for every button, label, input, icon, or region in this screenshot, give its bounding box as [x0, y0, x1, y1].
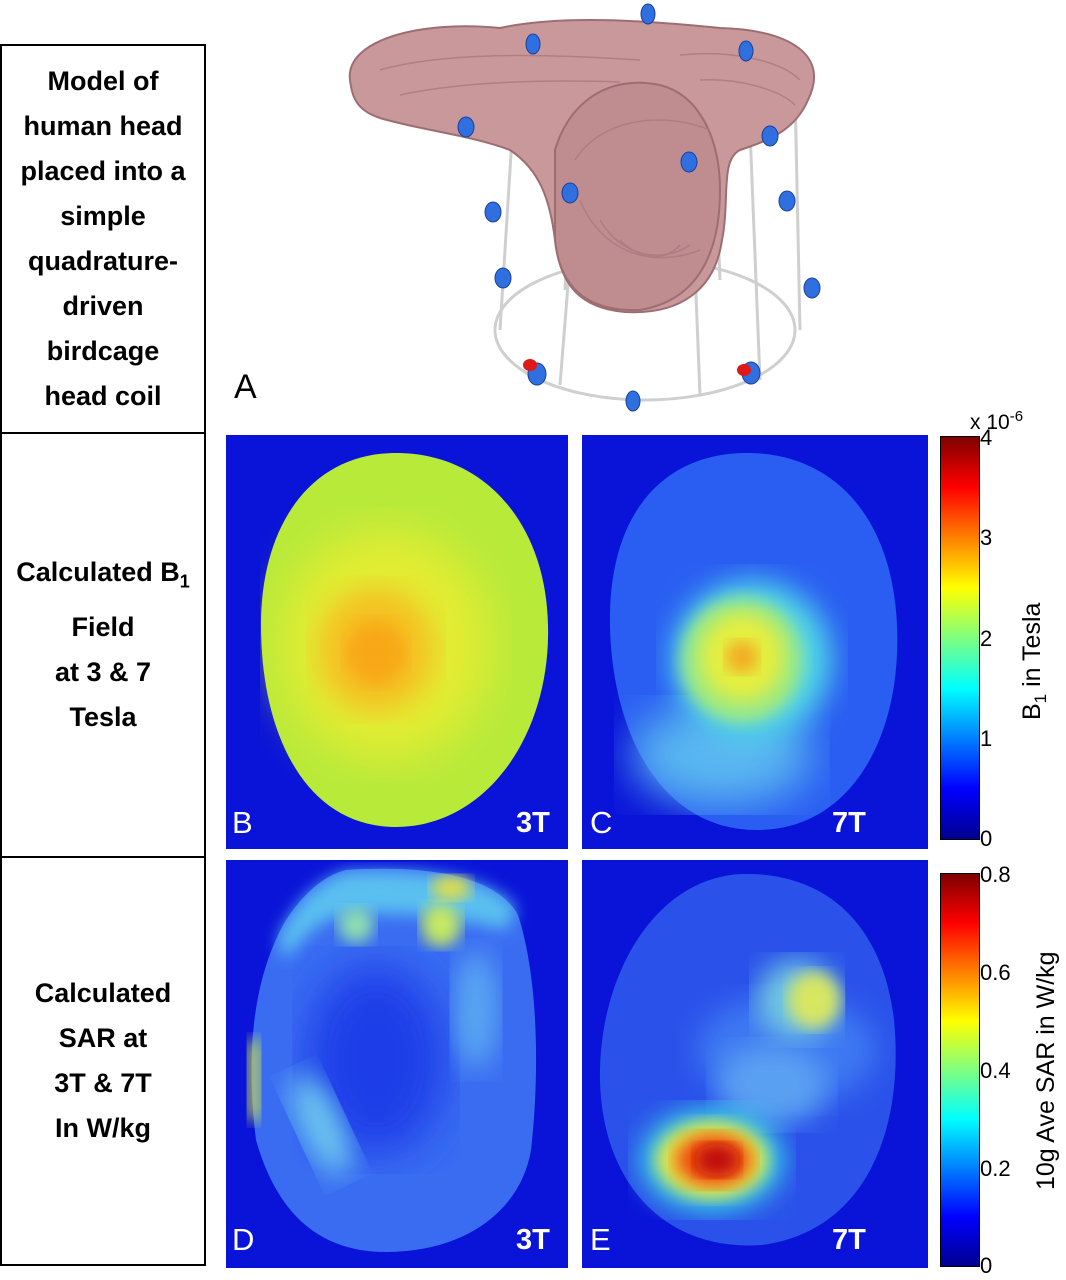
label-model-line: head coil	[44, 381, 162, 411]
label-model-line: birdcage	[46, 336, 160, 366]
colorbar-b1	[940, 436, 980, 840]
colorbar-b1-tick: 4	[980, 425, 993, 450]
colorbar-sar-tick: 0.8	[980, 862, 1011, 887]
label-model-line: driven	[62, 291, 144, 321]
label-b1-field: Calculated B1 Field at 3 & 7 Tesla	[0, 432, 206, 858]
label-model-line: human head	[23, 111, 183, 141]
label-b1-line: at 3 & 7	[54, 656, 152, 687]
exponent-base: x 10	[970, 411, 1010, 434]
field-strength-tag: 7T	[832, 1224, 866, 1256]
colorbar-sar-tick: 0.2	[980, 1156, 1011, 1181]
panel-b1-7t: C 7T	[582, 435, 928, 849]
label-model: Model of human head placed into a simple…	[0, 44, 206, 434]
label-b1-subscript: 1	[179, 571, 190, 592]
field-strength-tag: 7T	[832, 807, 866, 839]
b1-3t-map	[261, 453, 549, 827]
panel-sar-3t: D 3T	[226, 860, 568, 1268]
panel-letter-b: B	[232, 805, 253, 840]
label-b1-line: Field	[71, 611, 135, 642]
field-strength-tag: 3T	[516, 807, 550, 839]
colorbar-b1-tick: 0	[980, 826, 993, 851]
colorbar-sar-tick: 0.6	[980, 960, 1011, 985]
label-model-line: placed into a	[20, 156, 186, 186]
colorbar-b1-label-main: B	[1018, 703, 1046, 720]
sar-3t-map	[248, 868, 537, 1252]
sar-7t-map	[599, 873, 896, 1246]
colorbar-b1-exponent: x 10-6	[970, 408, 1023, 435]
colorbar-b1-tick: 1	[980, 726, 993, 751]
label-sar-line: SAR at	[58, 1023, 148, 1053]
colorbar-sar	[940, 873, 980, 1267]
panel-b1-3t: B 3T	[226, 435, 568, 849]
field-strength-tag: 3T	[516, 1224, 550, 1256]
colorbar-sar-tick: 0.4	[980, 1058, 1011, 1083]
label-model-line: simple	[60, 201, 146, 231]
label-b1-text: Calculated B	[16, 557, 180, 588]
colorbar-b1-tick: 2	[980, 626, 993, 651]
label-sar-line: 3T & 7T	[54, 1068, 152, 1098]
b1-7t-map	[609, 453, 898, 830]
label-sar-line: Calculated	[34, 978, 172, 1008]
colorbar-b1-label-sub: 1	[1031, 693, 1050, 704]
head-coil-model	[348, 3, 821, 412]
label-sar-line: In W/kg	[54, 1113, 151, 1143]
label-b1-line: Tesla	[69, 701, 137, 732]
colorbar-b1-label: B1 in Tesla	[1018, 603, 1051, 720]
panel-letter-a: A	[234, 368, 257, 406]
label-model-line: Model of	[47, 66, 159, 96]
panel-sar-7t: E 7T	[582, 860, 928, 1268]
panel-letter-d: D	[232, 1222, 255, 1257]
panel-letter-c: C	[590, 805, 613, 840]
colorbar-sar-tick: 0	[980, 1253, 993, 1278]
head-model	[348, 19, 815, 314]
colorbar-b1-tick: 3	[980, 525, 993, 550]
exponent-value: -6	[1009, 408, 1024, 425]
colorbar-b1-label-rest: in Tesla	[1018, 602, 1046, 694]
colorbar-sar-label: 10g Ave SAR in W/kg	[1032, 951, 1060, 1190]
label-sar: Calculated SAR at 3T & 7T In W/kg	[0, 856, 206, 1266]
panel-letter-e: E	[590, 1222, 611, 1257]
label-model-line: quadrature-	[27, 246, 178, 276]
coil-feed-ports	[523, 359, 751, 376]
label-b1-line: Calculated B1	[16, 550, 190, 604]
coil-capacitors	[457, 3, 821, 412]
